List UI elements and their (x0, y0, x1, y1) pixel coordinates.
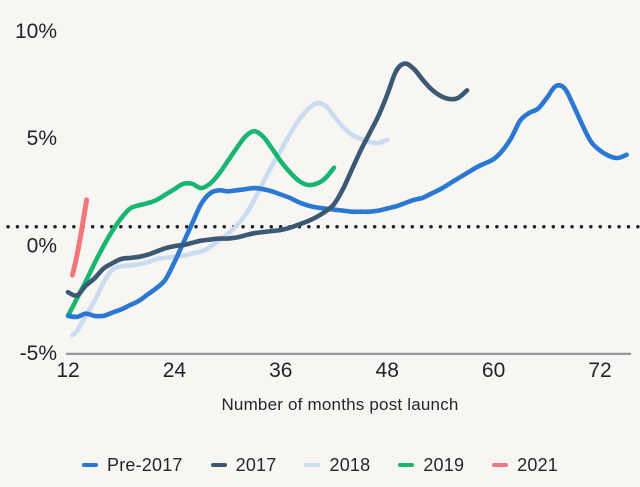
chart-legend: Pre-2017 2017 2018 2019 2021 (0, 452, 640, 478)
legend-swatch-2018 (304, 463, 321, 467)
legend-item-pre-2017: Pre-2017 (81, 454, 183, 476)
y-tick-label-5: 5% (27, 127, 57, 150)
legend-swatch-pre-2017 (81, 463, 98, 467)
legend-item-2019: 2019 (398, 455, 464, 476)
x-axis-title: Number of months post launch (221, 395, 459, 414)
legend-label-2019: 2019 (423, 454, 465, 475)
legend-item-2021: 2021 (492, 455, 558, 476)
x-tick-label-48: 48 (376, 359, 399, 382)
line-chart-canvas: 10% 5% 0% -5%12 24 36 48 60 72 (6, 20, 640, 382)
legend-swatch-2017 (210, 463, 227, 467)
legend-swatch-2021 (492, 463, 509, 467)
x-tick-label-12: 12 (56, 359, 79, 382)
x-tick-label-36: 36 (269, 359, 292, 382)
y-tick-label--5: -5% (20, 342, 57, 365)
legend-item-2017: 2017 (210, 454, 277, 476)
series-line-2018 (70, 100, 390, 338)
legend-label-2018: 2018 (329, 454, 371, 475)
legend-label-pre-2017: Pre-2017 (106, 454, 183, 475)
x-tick-label-72: 72 (588, 359, 611, 382)
legend-label-2021: 2021 (517, 454, 559, 475)
series-line-2019 (65, 128, 337, 319)
legend-item-2018: 2018 (304, 455, 370, 476)
series-line-2017 (65, 61, 470, 298)
y-tick-label-10: 10% (15, 20, 57, 43)
series-line-pre-2017 (65, 82, 629, 320)
legend-label-2017: 2017 (235, 454, 277, 475)
x-tick-label-60: 60 (482, 359, 505, 382)
series-line-2021 (69, 197, 90, 278)
x-tick-label-24: 24 (163, 359, 187, 382)
legend-swatch-2019 (398, 463, 415, 467)
y-tick-label-0: 0% (27, 235, 57, 258)
